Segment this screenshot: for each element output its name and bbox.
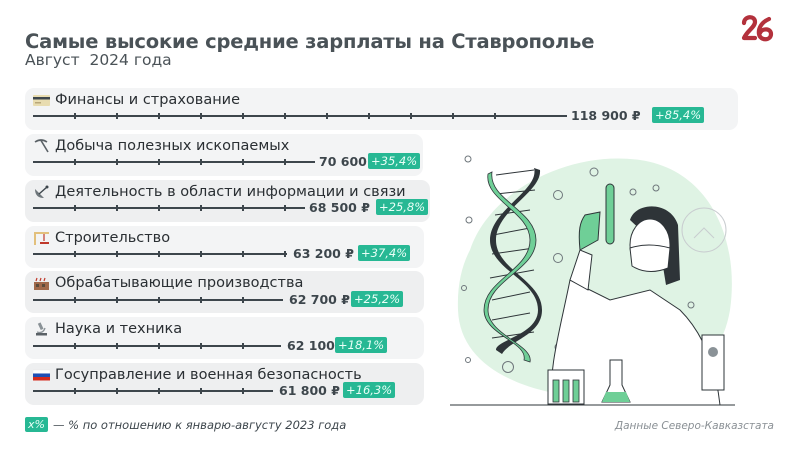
scientist-dna-illustration	[450, 155, 735, 406]
page-title: Самые высокие средние зарплаты на Ставро…	[25, 30, 595, 53]
salary-value: 62 100	[287, 338, 335, 353]
bar-row-finance: Финансы и страхование 118 900 ₽ +85,4%	[25, 88, 738, 130]
change-badge: +85,4%	[652, 107, 705, 123]
bar-row-manufacturing: Обрабатывающие производства 62 700 ₽ +25…	[25, 271, 424, 313]
legend-badge: x%	[25, 417, 48, 432]
row-label: Деятельность в области информации и связ…	[55, 184, 406, 200]
row-label: Добыча полезных ископаемых	[55, 138, 290, 154]
row-label: Обрабатывающие производства	[55, 275, 304, 291]
bar	[33, 343, 281, 349]
change-badge: +25,8%	[376, 199, 429, 215]
change-badge: +25,2%	[351, 291, 404, 307]
bar	[33, 159, 315, 165]
change-badge: +37,4%	[358, 245, 411, 261]
bar-row-it: Деятельность в области информации и связ…	[25, 180, 430, 222]
credit-card-icon	[33, 95, 50, 106]
bar-row-science: Наука и техника 62 100 +18,1%	[25, 317, 424, 359]
logo-26-icon	[741, 15, 774, 42]
change-badge: +35,4%	[368, 153, 421, 169]
microscope-icon	[36, 322, 47, 336]
bar-row-construction: Строительство 63 200 ₽ +37,4%	[25, 226, 424, 268]
bar	[33, 251, 287, 257]
salary-value: 61 800 ₽	[279, 383, 340, 398]
page-subtitle: Август 2024 года	[25, 51, 172, 69]
row-label: Наука и техника	[55, 321, 183, 337]
row-label: Госуправление и военная безопасность	[55, 367, 362, 383]
salary-value: 118 900 ₽	[571, 108, 641, 123]
factory-icon	[34, 277, 49, 290]
pickaxe-icon	[34, 139, 49, 153]
bar-row-mining: Добыча полезных ископаемых 70 600 +35,4%	[25, 134, 423, 176]
bar	[33, 388, 273, 394]
change-badge: +18,1%	[335, 337, 388, 353]
satellite-dish-icon	[35, 185, 49, 198]
salary-value: 68 500 ₽	[309, 200, 370, 215]
salary-value: 63 200 ₽	[293, 246, 354, 261]
legend-text: — % по отношению к январю-августу 2023 г…	[52, 417, 347, 432]
salary-value: 70 600	[319, 154, 367, 169]
salary-value: 62 700 ₽	[289, 292, 350, 307]
construction-crane-icon	[34, 232, 49, 245]
bar	[33, 297, 283, 303]
legend-footnote: x% — % по отношению к январю-августу 202…	[25, 417, 346, 432]
row-label: Строительство	[55, 230, 171, 246]
bar-row-government: Госуправление и военная безопасность 61 …	[25, 363, 424, 405]
data-source: Данные Северо-Кавказстата	[614, 420, 774, 432]
row-label: Финансы и страхование	[55, 92, 241, 108]
bar	[33, 113, 567, 119]
russia-flag-icon	[33, 369, 50, 381]
change-badge: +16,3%	[343, 382, 396, 398]
bar	[33, 205, 305, 211]
